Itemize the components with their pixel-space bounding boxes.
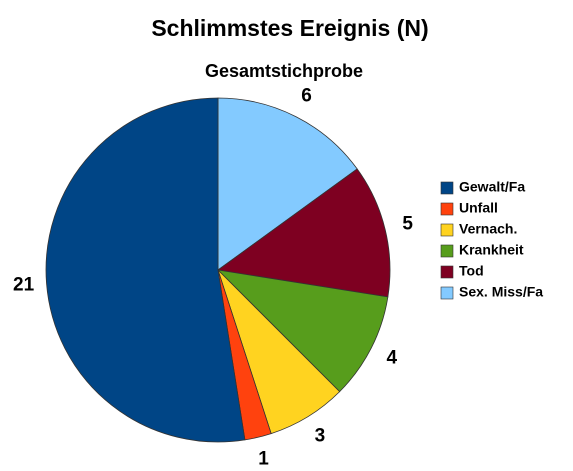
legend-label: Krankheit [459,242,524,258]
data-label: 4 [386,348,397,369]
data-label: 1 [258,449,269,470]
pie-slice [45,97,246,443]
legend-swatch [440,265,454,279]
legend-label: Sex. Miss/Fa [459,284,543,300]
chart-title: Schlimmstes Ereignis (N) [151,15,428,41]
legend-swatch [440,286,454,300]
legend-swatch [440,202,454,216]
legend-label: Gewalt/Fa [459,179,525,195]
pie-slice [216,168,391,298]
data-label: 21 [13,274,35,295]
data-label: 3 [315,425,326,446]
legend-label: Unfall [459,200,498,216]
legend-label: Vernach. [459,221,517,237]
legend-swatch [440,244,454,258]
legend-swatch [440,181,454,195]
legend-label: Tod [459,263,484,279]
legend-swatch [440,223,454,237]
chart-subtitle: Gesamtstichprobe [205,61,363,81]
data-label: 6 [301,85,312,106]
pie-slice [216,269,389,393]
data-label: 5 [402,213,413,234]
pie-slice [217,97,358,271]
